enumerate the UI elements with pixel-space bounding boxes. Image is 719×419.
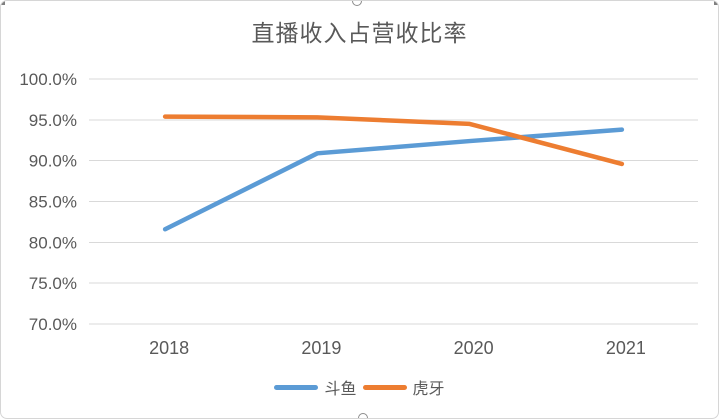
x-axis-tick-label: 2020 <box>454 338 494 358</box>
x-axis-tick-label: 2021 <box>606 338 646 358</box>
legend-item-huya[interactable]: 虎牙 <box>362 375 445 399</box>
legend-swatch-douyu <box>274 384 319 390</box>
x-axis-tick-label: 2018 <box>149 338 189 358</box>
legend-item-douyu[interactable]: 斗鱼 <box>274 375 357 399</box>
plot-area: 100.0% 95.0% 90.0% 85.0% 80.0% 75.0% 70.0% 2018… <box>19 70 698 358</box>
selection-handle-top-right[interactable] <box>714 1 718 5</box>
selection-handle-bottom[interactable] <box>358 413 368 418</box>
series-line-虎牙[interactable] <box>162 114 625 167</box>
legend-label-douyu: 斗鱼 <box>324 381 357 398</box>
legend: 斗鱼 虎牙 <box>1 375 718 399</box>
chart-title[interactable]: 直播收入占营收比率 <box>251 21 468 46</box>
selection-handle-top-left[interactable] <box>1 1 5 5</box>
y-axis-tick-label: 90.0% <box>29 152 77 171</box>
y-axis-tick-label: 85.0% <box>29 193 77 212</box>
y-axis-tick-label: 70.0% <box>29 315 77 334</box>
series-line-斗鱼[interactable] <box>162 127 625 232</box>
legend-label-huya: 虎牙 <box>412 381 445 398</box>
y-axis-tick-label: 95.0% <box>29 111 77 130</box>
y-axis-tick-label: 80.0% <box>29 233 77 252</box>
y-axis-tick-label: 75.0% <box>29 274 77 293</box>
y-axis-tick-label: 100.0% <box>19 70 77 89</box>
legend-swatch-huya <box>362 384 407 390</box>
x-axis-tick-label: 2019 <box>301 338 341 358</box>
